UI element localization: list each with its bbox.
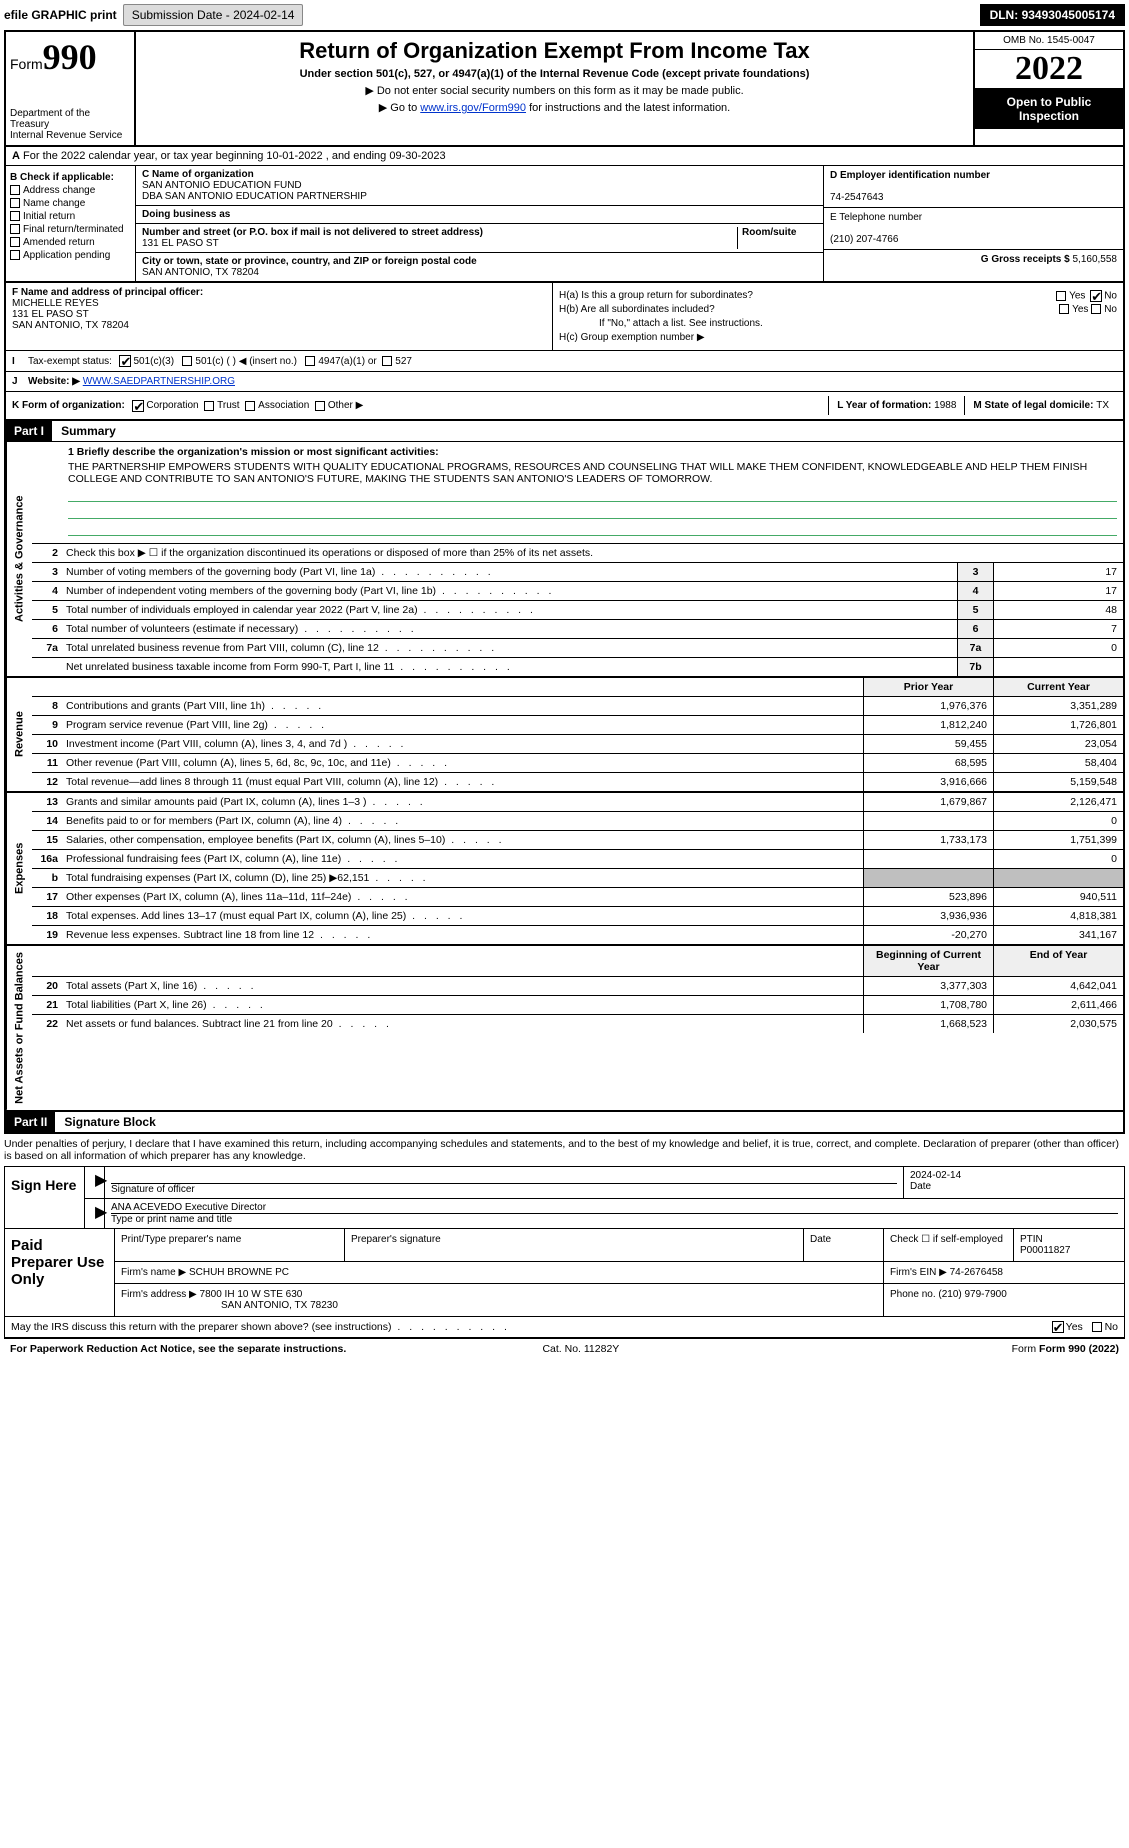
form-title: Return of Organization Exempt From Incom… (142, 38, 967, 64)
line-2: 2 Check this box ▶ ☐ if the organization… (32, 544, 1123, 563)
table-row: 13Grants and similar amounts paid (Part … (32, 793, 1123, 812)
table-row: 15Salaries, other compensation, employee… (32, 831, 1123, 850)
row-j-website: J Website: ▶ WWW.SAEDPARTNERSHIP.ORG (6, 372, 1123, 392)
section-f-h: F Name and address of principal officer:… (6, 283, 1123, 351)
submission-date-button[interactable]: Submission Date - 2024-02-14 (123, 4, 304, 26)
section-b-to-g: B Check if applicable: Address change Na… (6, 166, 1123, 283)
table-row: 11Other revenue (Part VIII, column (A), … (32, 754, 1123, 773)
table-row: bTotal fundraising expenses (Part IX, co… (32, 869, 1123, 888)
header-center: Return of Organization Exempt From Incom… (136, 32, 973, 145)
header-left: Form990 Department of the Treasury Inter… (6, 32, 136, 145)
row-k-l-m: K Form of organization: Corporation Trus… (6, 392, 1123, 421)
signature-section: Under penalties of perjury, I declare th… (4, 1134, 1125, 1338)
table-row: 7aTotal unrelated business revenue from … (32, 639, 1123, 658)
row-i-tax-status: I Tax-exempt status: 501(c)(3) 501(c) ( … (6, 351, 1123, 372)
table-row: 16aProfessional fundraising fees (Part I… (32, 850, 1123, 869)
form-990-frame: Form990 Department of the Treasury Inter… (4, 30, 1125, 1134)
section-expenses: Expenses 13Grants and similar amounts pa… (6, 793, 1123, 946)
table-row: 8Contributions and grants (Part VIII, li… (32, 697, 1123, 716)
mission-block: 1 Briefly describe the organization's mi… (32, 442, 1123, 544)
irs-link[interactable]: www.irs.gov/Form990 (420, 102, 526, 114)
rev-header: Prior Year Current Year (32, 678, 1123, 697)
table-row: 22Net assets or fund balances. Subtract … (32, 1015, 1123, 1033)
sign-here-table: Sign Here ▶ Signature of officer 2024-02… (4, 1166, 1125, 1229)
section-f: F Name and address of principal officer:… (6, 283, 553, 350)
table-row: 18Total expenses. Add lines 13–17 (must … (32, 907, 1123, 926)
table-row: 14Benefits paid to or for members (Part … (32, 812, 1123, 831)
section-governance: Activities & Governance 1 Briefly descri… (6, 442, 1123, 678)
table-row: 20Total assets (Part X, line 16)3,377,30… (32, 977, 1123, 996)
table-row: 12Total revenue—add lines 8 through 11 (… (32, 773, 1123, 791)
top-bar: efile GRAPHIC print Submission Date - 20… (0, 0, 1129, 30)
table-row: 21Total liabilities (Part X, line 26)1,7… (32, 996, 1123, 1015)
table-row: 5Total number of individuals employed in… (32, 601, 1123, 620)
col-b: B Check if applicable: Address change Na… (6, 166, 136, 281)
part-2-header: Part II Signature Block (6, 1112, 1123, 1132)
efile-label: efile GRAPHIC print (4, 8, 117, 22)
table-row: 6Total number of volunteers (estimate if… (32, 620, 1123, 639)
table-row: 17Other expenses (Part IX, column (A), l… (32, 888, 1123, 907)
col-d-to-g: D Employer identification number 74-2547… (823, 166, 1123, 281)
footer: For Paperwork Reduction Act Notice, see … (4, 1338, 1125, 1359)
paid-preparer-table: Paid Preparer Use Only Print/Type prepar… (4, 1229, 1125, 1317)
table-row: 4Number of independent voting members of… (32, 582, 1123, 601)
discuss-row: May the IRS discuss this return with the… (4, 1317, 1125, 1338)
header-right: OMB No. 1545-0047 2022 Open to Public In… (973, 32, 1123, 145)
website-link[interactable]: WWW.SAEDPARTNERSHIP.ORG (83, 376, 235, 387)
table-row: 19Revenue less expenses. Subtract line 1… (32, 926, 1123, 944)
form-header: Form990 Department of the Treasury Inter… (6, 32, 1123, 147)
table-row: Net unrelated business taxable income fr… (32, 658, 1123, 676)
table-row: 10Investment income (Part VIII, column (… (32, 735, 1123, 754)
table-row: 9Program service revenue (Part VIII, lin… (32, 716, 1123, 735)
col-c: C Name of organization SAN ANTONIO EDUCA… (136, 166, 823, 281)
row-a: A For the 2022 calendar year, or tax yea… (6, 147, 1123, 166)
table-row: 3Number of voting members of the governi… (32, 563, 1123, 582)
dln-box: DLN: 93493045005174 (980, 4, 1125, 26)
section-h: H(a) Is this a group return for subordin… (553, 283, 1123, 350)
part-1-header: Part I Summary (6, 421, 1123, 442)
net-header: Beginning of Current Year End of Year (32, 946, 1123, 977)
section-revenue: Revenue Prior Year Current Year 8Contrib… (6, 678, 1123, 793)
section-net-assets: Net Assets or Fund Balances Beginning of… (6, 946, 1123, 1112)
